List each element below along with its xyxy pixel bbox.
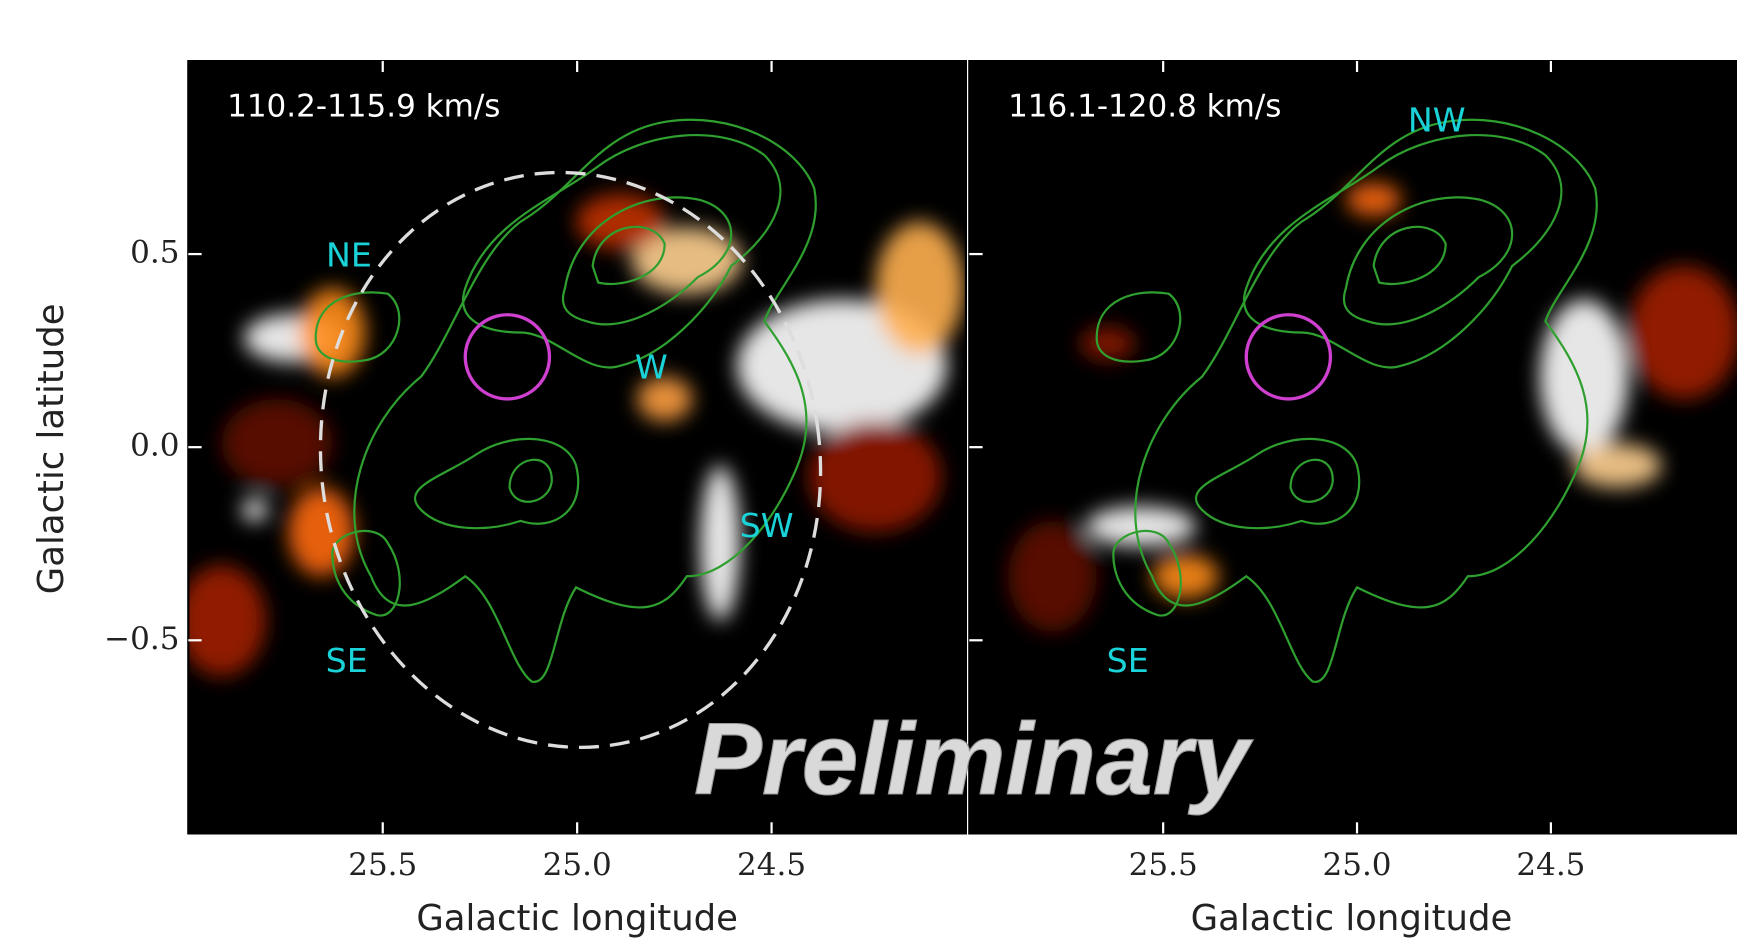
region-label: SW	[740, 506, 794, 545]
emission-blob	[288, 488, 354, 577]
x-tick-label: 24.5	[737, 847, 806, 883]
y-tick-label: 0.0	[130, 428, 179, 464]
region-label: NW	[1408, 100, 1466, 139]
x-tick-label: 25.5	[1129, 847, 1198, 883]
region-label: SE	[1107, 641, 1149, 680]
x-tick-label: 24.5	[1516, 847, 1585, 883]
emission-blob	[1152, 554, 1218, 598]
emission-blob	[1573, 443, 1662, 487]
emission-blob	[241, 499, 268, 521]
figure: 25.5 25.0 24.5 0.5 0.0 −0.5 110.2-115.9 km/s Ga…	[0, 0, 1737, 942]
y-tick-label: 0.5	[130, 235, 179, 271]
emission-blob	[177, 565, 266, 676]
region-label: NE	[326, 236, 372, 275]
panel-title: 110.2-115.9 km/s	[227, 88, 500, 124]
emission-blob	[809, 421, 942, 532]
emission-blob	[1540, 299, 1629, 454]
y-axis-label: Galactic latitude	[31, 303, 72, 594]
panel-title: 116.1-120.8 km/s	[1008, 88, 1281, 124]
x-tick-label: 25.5	[348, 847, 417, 883]
emission-blob	[576, 194, 665, 249]
emission-blob	[222, 399, 333, 488]
emission-blob	[1346, 183, 1401, 216]
page: {"chart_data": [ {"type": "map", "title"…	[0, 0, 1737, 942]
emission-blob	[1008, 521, 1097, 632]
x-tick-label: 25.0	[1323, 847, 1392, 883]
y-tick-label: −0.5	[104, 621, 179, 657]
emission-blob	[1080, 327, 1135, 360]
x-axis-label: Galactic longitude	[416, 898, 738, 939]
watermark: Preliminary	[694, 702, 1253, 816]
x-tick-label: 25.0	[543, 847, 612, 883]
region-label: W	[635, 348, 668, 387]
region-label: SE	[326, 641, 368, 680]
emission-blob	[875, 222, 964, 355]
emission-blob	[1628, 266, 1737, 399]
emission-blob	[700, 465, 740, 620]
x-axis-label: Galactic longitude	[1191, 898, 1513, 939]
emission-blob	[1086, 506, 1197, 546]
